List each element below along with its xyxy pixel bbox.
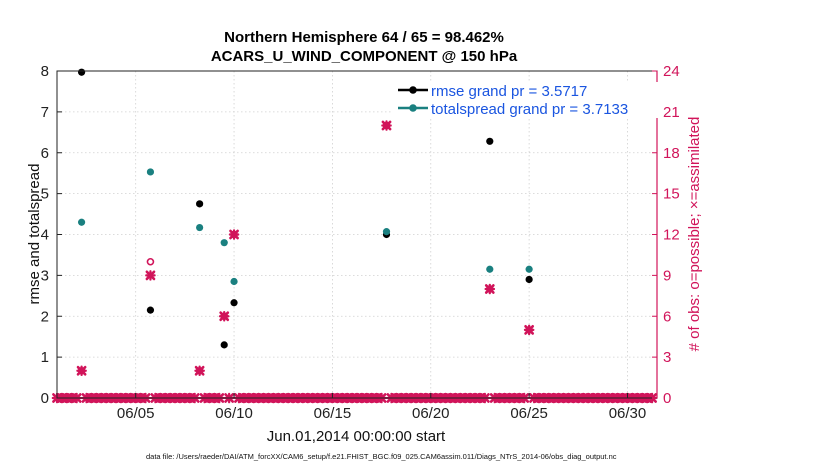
y-tick-label: 8: [41, 63, 49, 80]
y-tick-label: 3: [41, 267, 49, 284]
y-axis-label: rmse and totalspread: [26, 164, 43, 305]
legend-totalspread-label: totalspread grand pr = 3.7133: [431, 101, 628, 118]
legend-rmse-label: rmse grand pr = 3.5717: [431, 83, 587, 100]
totalspread-marker: [525, 265, 533, 273]
rmse-marker: [196, 200, 204, 208]
legend-totalspread-marker: [409, 104, 417, 112]
y2-tick-label: 6: [663, 308, 671, 325]
x-tick-label: 06/20: [412, 405, 450, 422]
y2-tick-label: 9: [663, 267, 671, 284]
y2-tick-label: 15: [663, 186, 680, 203]
axis-ticks: 06/05 06/10 06/15 06/20 06/25 06/300123456780…: [41, 63, 680, 422]
x-tick-label: 06/15: [314, 405, 352, 422]
y2-tick-label: 18: [663, 145, 680, 162]
y-tick-label: 1: [41, 349, 49, 366]
legend-rmse-marker: [409, 86, 417, 94]
y-tick-label: 0: [41, 390, 49, 407]
series-markers: [77, 68, 533, 349]
y-tick-label: 2: [41, 308, 49, 325]
rmse-marker: [525, 275, 533, 284]
obs-assimilated-marker: [76, 365, 87, 377]
totalspread-marker: [382, 228, 391, 236]
y2-axis-label: # of obs: o=possible; ×=assimilated: [686, 117, 703, 352]
totalspread-marker: [230, 277, 238, 286]
y2-tick-label: 21: [663, 104, 680, 121]
y-tick-label: 7: [41, 104, 49, 121]
x-tick-label: 06/25: [510, 405, 548, 422]
x-tick-label: 06/05: [117, 405, 155, 422]
y2-tick-label: 3: [663, 349, 671, 366]
y2-tick-label: 12: [663, 227, 680, 244]
obs-possible-marker: [146, 257, 155, 266]
totalspread-marker: [146, 168, 155, 176]
rmse-marker: [220, 341, 228, 349]
obs-assimilated-marker: [381, 120, 392, 131]
rmse-marker: [146, 306, 155, 314]
obs-assimilated-marker: [145, 270, 156, 281]
rmse-marker: [77, 68, 86, 76]
data-file-footer: data file: /Users/raeder/DAI/ATM_forcXX/…: [146, 452, 617, 461]
obs-assimilated-marker: [523, 324, 535, 336]
obs-assimilated-marker: [218, 310, 230, 322]
rmse-marker: [230, 299, 238, 307]
obs-assimilated-marker: [228, 229, 240, 240]
chart-title: Northern Hemisphere 64 / 65 = 98.462%: [224, 29, 504, 46]
y-tick-label: 4: [41, 227, 49, 244]
chart-subtitle: ACARS_U_WIND_COMPONENT @ 150 hPa: [211, 48, 518, 65]
totalspread-marker: [196, 223, 204, 232]
obs-assimilated-marker: [484, 283, 496, 295]
totalspread-marker: [220, 239, 228, 247]
grid-lines: [57, 71, 657, 398]
obs-assimilated-marker: [194, 365, 205, 377]
rmse-marker: [486, 137, 494, 145]
legend-box: [392, 82, 659, 118]
y2-tick-label: 24: [663, 63, 680, 80]
x-tick-label: 06/30: [609, 405, 647, 422]
totalspread-marker: [486, 265, 494, 273]
totalspread-marker: [77, 218, 86, 226]
y2-tick-label: 0: [663, 390, 671, 407]
x-axis-label: Jun.01,2014 00:00:00 start: [267, 428, 446, 445]
obs-count-markers: [76, 120, 535, 377]
legend: rmse grand pr = 3.5717 totalspread grand…: [392, 82, 659, 118]
x-tick-label: 06/10: [215, 405, 253, 422]
y-tick-label: 6: [41, 145, 49, 162]
y-tick-label: 5: [41, 186, 49, 203]
